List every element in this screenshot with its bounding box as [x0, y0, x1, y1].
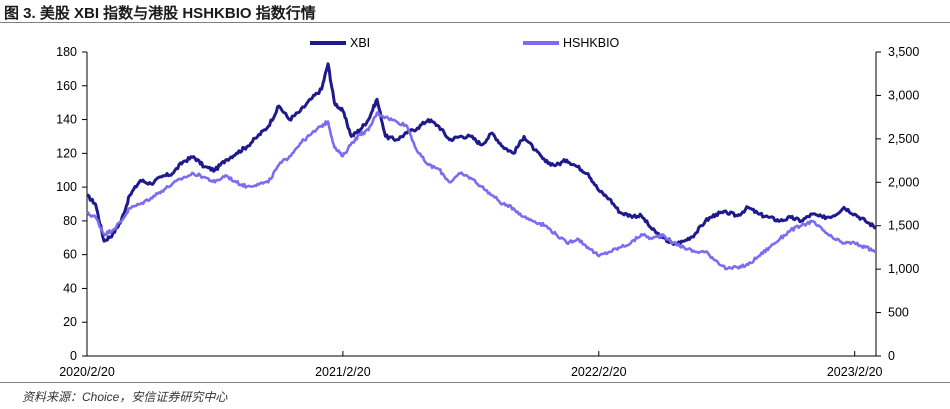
source-note: 资料来源：Choice，安信证券研究中心 — [22, 390, 228, 404]
right-tick-group: 0 500 1,000 1,500 2,000 2,500 3,000 3,500 — [876, 45, 919, 363]
left-tick-label: 140 — [56, 113, 77, 127]
x-tick-group: 2020/2/20 2021/2/20 2022/2/20 2023/2/20 — [59, 351, 883, 379]
right-tick-label: 2,500 — [888, 132, 919, 146]
x-tick-label: 2021/2/20 — [315, 365, 371, 379]
left-tick-group: 0 20 40 60 80 100 120 140 160 180 — [56, 45, 87, 363]
right-tick-label: 3,500 — [888, 45, 919, 59]
left-tick-label: 180 — [56, 45, 77, 59]
left-tick-label: 100 — [56, 180, 77, 194]
left-tick-label: 20 — [63, 315, 77, 329]
x-tick-label: 2023/2/20 — [827, 365, 883, 379]
right-tick-label: 2,000 — [888, 175, 919, 189]
legend: XBI HSHKBIO — [310, 36, 620, 50]
right-tick-label: 1,000 — [888, 262, 919, 276]
series-group — [86, 62, 877, 271]
left-tick-label: 160 — [56, 79, 77, 93]
right-tick-label: 500 — [888, 306, 909, 320]
x-tick-label: 2022/2/20 — [571, 365, 627, 379]
chart-title: 图 3. 美股 XBI 指数与港股 HSHKBIO 指数行情 — [4, 5, 316, 22]
left-tick-label: 0 — [70, 349, 77, 363]
right-tick-label: 0 — [888, 349, 895, 363]
title-divider — [0, 22, 950, 23]
footer-divider — [0, 382, 950, 383]
legend-label-hshkbio: HSHKBIO — [563, 36, 620, 50]
right-tick-label: 1,500 — [888, 219, 919, 233]
left-tick-label: 40 — [63, 281, 77, 295]
left-tick-label: 80 — [63, 214, 77, 228]
x-tick-label: 2020/2/20 — [59, 365, 115, 379]
legend-label-xbi: XBI — [350, 36, 370, 50]
left-tick-label: 60 — [63, 248, 77, 262]
series-line-hshkbio — [86, 110, 876, 271]
series-line-xbi — [86, 62, 877, 246]
right-tick-label: 3,000 — [888, 88, 919, 102]
left-tick-label: 120 — [56, 146, 77, 160]
